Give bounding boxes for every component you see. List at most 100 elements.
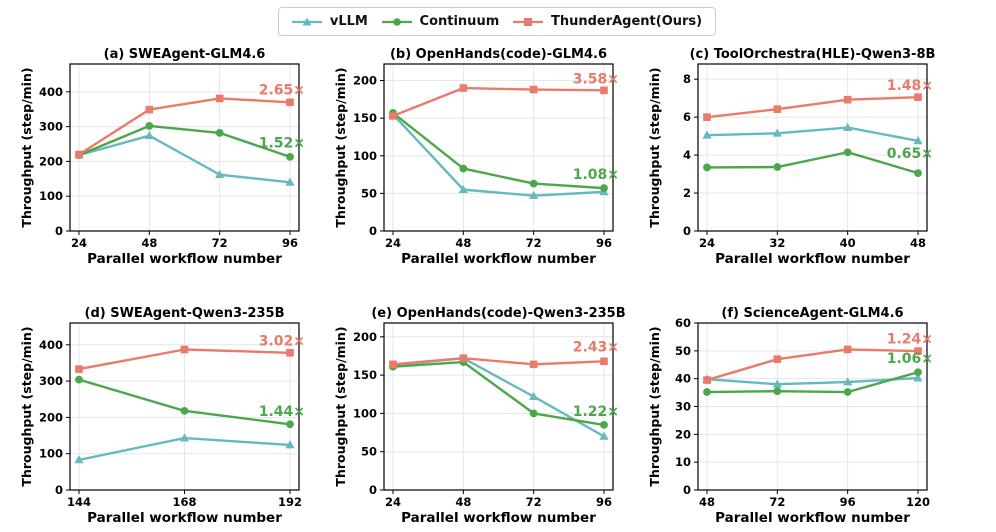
y-tick-label: 50 xyxy=(361,445,377,459)
data-point-thunder: ThunderAgent(Ours): 24 → 220 xyxy=(75,150,83,159)
legend-marker-thunderagent xyxy=(512,17,543,26)
data-point-thunder: ThunderAgent(Ours): 48 → 349 xyxy=(145,105,154,114)
data-point-vllm: vLLM: 192 → 124 xyxy=(285,440,295,449)
plot-frame xyxy=(383,63,614,232)
speedup-label-continuum: 1.52× xyxy=(259,136,305,152)
y-axis-label: Throughput (step/min) xyxy=(647,326,662,486)
data-point-thunder: ThunderAgent(Ours): 32 → 6.42 xyxy=(773,105,782,113)
chart-panel-2: 24 48 72 96 0 50 100 150 200 (b) OpenHands(code)-… xyxy=(333,47,619,267)
x-tick-label: 48 xyxy=(699,495,715,509)
y-tick-label: 50 xyxy=(675,344,691,358)
y-tick-label: 0 xyxy=(683,483,691,497)
y-tick-label: 100 xyxy=(39,447,63,461)
data-point-continuum: Continuum: 144 → 304 xyxy=(75,375,83,384)
x-axis-label: Parallel workflow number xyxy=(715,251,910,267)
x-tick-label: 120 xyxy=(906,495,930,509)
data-point-continuum: Continuum: 96 → 57 xyxy=(600,184,608,193)
data-point-thunder: ThunderAgent(Ours): 72 → 47 xyxy=(773,355,782,363)
data-point-continuum: Continuum: 48 → 83 xyxy=(459,164,468,173)
y-axis-label: Throughput (step/min) xyxy=(647,67,662,227)
x-tick-label: 40 xyxy=(840,236,856,250)
speedup-label-continuum: 1.06× xyxy=(887,351,933,367)
data-point-vllm: vLLM: 48 → 4.75 xyxy=(913,136,923,145)
x-tick-label: 192 xyxy=(278,495,302,509)
data-point-continuum: Continuum: 96 → 85 xyxy=(600,420,608,429)
data-point-continuum: Continuum: 72 → 63 xyxy=(529,179,538,188)
x-tick-label: 72 xyxy=(526,236,542,250)
x-axis-label: Parallel workflow number xyxy=(401,510,596,526)
data-point-continuum: Continuum: 48 → 35.2 xyxy=(703,388,711,396)
data-point-thunder: ThunderAgent(Ours): 48 → 7.05 xyxy=(914,93,922,102)
x-tick-label: 96 xyxy=(596,495,612,509)
x-tick-label: 72 xyxy=(769,495,785,509)
x-tick-label: 96 xyxy=(840,495,856,509)
data-point-vllm: vLLM: 48 → 55 xyxy=(458,184,468,194)
y-tick-label: 150 xyxy=(353,368,377,382)
speedup-label-thunder: 1.24× xyxy=(887,331,933,347)
x-tick-label: 24 xyxy=(71,236,87,250)
data-point-continuum: Continuum: 72 → 282 xyxy=(215,128,224,137)
data-point-thunder: ThunderAgent(Ours): 72 → 164 xyxy=(529,360,538,369)
x-tick-label: 48 xyxy=(455,236,471,250)
legend-marker-continuum xyxy=(381,17,412,26)
data-point-thunder: ThunderAgent(Ours): 144 → 333 xyxy=(75,365,83,373)
data-point-thunder: ThunderAgent(Ours): 192 → 378 xyxy=(286,348,294,357)
series-line-continuum xyxy=(706,371,919,394)
series-line-thunder xyxy=(392,86,605,118)
data-point-vllm: vLLM: 72 → 122 xyxy=(529,391,539,400)
x-axis-label: Parallel workflow number xyxy=(715,510,910,526)
speedup-label-continuum: 1.44× xyxy=(259,404,305,420)
x-tick-label: 24 xyxy=(699,236,715,250)
y-tick-label: 2 xyxy=(683,186,691,200)
data-point-thunder: ThunderAgent(Ours): 96 → 187 xyxy=(600,86,608,95)
speedup-label-continuum: 1.22× xyxy=(573,404,619,420)
data-point-thunder: ThunderAgent(Ours): 48 → 39.5 xyxy=(703,376,711,384)
chart-panel-5: 24 48 72 96 0 50 100 150 200 (e) OpenHands(code)-… xyxy=(333,306,626,526)
data-point-vllm: vLLM: 96 → 140 xyxy=(285,177,295,186)
y-tick-label: 100 xyxy=(39,189,63,203)
series-line-vllm xyxy=(78,134,291,184)
y-tick-label: 300 xyxy=(39,374,63,388)
chart-panel-6: 48 72 96 120 0 10 20 30 40 50 60 (f) ScienceAgent-G… xyxy=(647,306,933,526)
series-line-continuum xyxy=(706,151,919,175)
data-point-thunder: ThunderAgent(Ours): 24 → 164 xyxy=(389,360,397,369)
data-point-thunder: ThunderAgent(Ours): 96 → 50.5 xyxy=(843,345,852,354)
data-point-continuum: Continuum: 72 → 35.5 xyxy=(773,387,782,396)
chart-title: (c) ToolOrchestra(HLE)-Qwen3-8B xyxy=(690,47,936,62)
x-tick-label: 32 xyxy=(769,236,785,250)
y-tick-label: 8 xyxy=(683,72,691,86)
speedup-label-thunder: 2.65× xyxy=(259,83,305,99)
data-point-continuum: Continuum: 96 → 213 xyxy=(286,152,294,161)
y-tick-label: 60 xyxy=(675,316,691,330)
plot-frame xyxy=(69,63,300,232)
chart-panel-1: 24 48 72 96 0 100 200 300 400 (a) SWEAgent-GLM4.6… xyxy=(19,47,305,267)
data-point-thunder: ThunderAgent(Ours): 24 → 6 xyxy=(703,113,711,121)
data-point-thunder: ThunderAgent(Ours): 72 → 188 xyxy=(529,85,538,94)
data-point-continuum: Continuum: 120 → 42.3 xyxy=(914,368,922,377)
y-tick-label: 400 xyxy=(39,338,63,352)
legend-label-continuum: Continuum xyxy=(419,14,500,29)
speedup-label-thunder: 2.43× xyxy=(573,340,619,356)
speedup-label-continuum: 1.08× xyxy=(573,167,619,183)
speedup-label-continuum: 0.65× xyxy=(887,146,933,162)
x-axis-label: Parallel workflow number xyxy=(401,251,596,267)
y-tick-label: 4 xyxy=(683,148,691,162)
data-point-vllm: vLLM: 96 → 70 xyxy=(599,431,609,440)
y-axis-label: Throughput (step/min) xyxy=(19,326,34,486)
y-tick-label: 150 xyxy=(353,111,377,125)
chart-title: (e) OpenHands(code)-Qwen3-235B xyxy=(371,306,625,321)
data-point-thunder: ThunderAgent(Ours): 40 → 6.92 xyxy=(843,95,852,104)
series-line-continuum xyxy=(392,111,605,190)
x-tick-label: 96 xyxy=(282,236,298,250)
plot-frame xyxy=(383,322,614,491)
data-point-vllm: vLLM: 48 → 274 xyxy=(144,130,154,140)
x-tick-label: 144 xyxy=(67,495,91,509)
x-tick-label: 48 xyxy=(910,236,926,250)
y-tick-label: 0 xyxy=(369,483,377,497)
data-point-vllm: vLLM: 72 → 47 xyxy=(529,190,539,200)
y-tick-label: 200 xyxy=(39,410,63,424)
y-tick-label: 50 xyxy=(361,186,377,200)
data-point-vllm: vLLM: 96 → 38.8 xyxy=(843,377,853,386)
y-tick-label: 100 xyxy=(353,406,377,420)
data-point-thunder: ThunderAgent(Ours): 120 → 49.9 xyxy=(914,347,922,355)
